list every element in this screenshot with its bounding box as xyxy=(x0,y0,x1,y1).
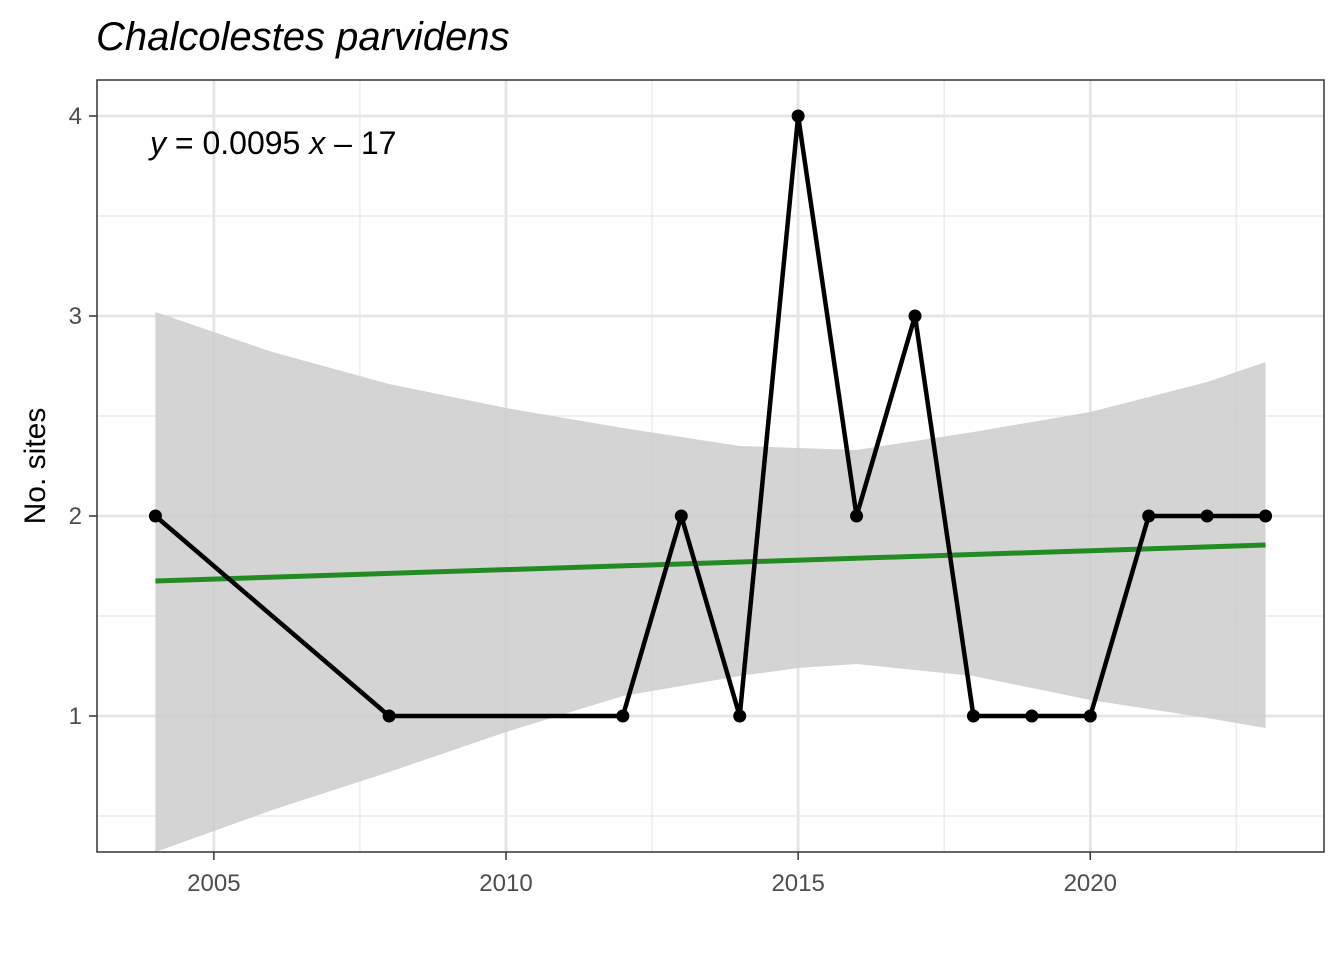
data-point xyxy=(382,709,396,723)
data-point xyxy=(791,109,805,123)
data-point xyxy=(850,509,864,523)
equation-x-var: x xyxy=(307,125,326,161)
data-point xyxy=(966,709,980,723)
x-tick-label: 2020 xyxy=(1064,870,1117,897)
data-point xyxy=(733,709,747,723)
data-point xyxy=(1142,509,1156,523)
y-tick-label: 3 xyxy=(69,303,82,330)
x-tick-label: 2010 xyxy=(479,870,532,897)
series-line xyxy=(153,113,1266,719)
trend-line xyxy=(155,542,1266,584)
y-axis-title: No. sites xyxy=(19,408,52,525)
data-point xyxy=(674,509,688,523)
equation-end: – 17 xyxy=(325,125,396,161)
data-point xyxy=(1200,509,1214,523)
plot-panel: 1 2 3 4 2005 2010 2015 2020 xyxy=(69,79,1325,897)
data-point xyxy=(148,509,162,523)
data-point xyxy=(616,709,630,723)
x-tick-label: 2005 xyxy=(187,870,240,897)
equation-y-var: y xyxy=(148,125,168,161)
data-point xyxy=(1083,709,1097,723)
regression-equation: y = 0.0095 x – 17 xyxy=(148,125,396,161)
x-tick-label: 2015 xyxy=(771,870,824,897)
equation-middle: = 0.0095 xyxy=(166,125,309,161)
y-tick-label: 1 xyxy=(69,703,82,730)
chart-title: Chalcolestes parvidens xyxy=(96,15,510,59)
y-tick-label: 4 xyxy=(69,103,82,130)
data-point xyxy=(908,309,922,323)
data-point xyxy=(1025,709,1039,723)
data-point xyxy=(1259,509,1273,523)
y-tick-label: 2 xyxy=(69,503,82,530)
panel-border xyxy=(96,79,1325,853)
